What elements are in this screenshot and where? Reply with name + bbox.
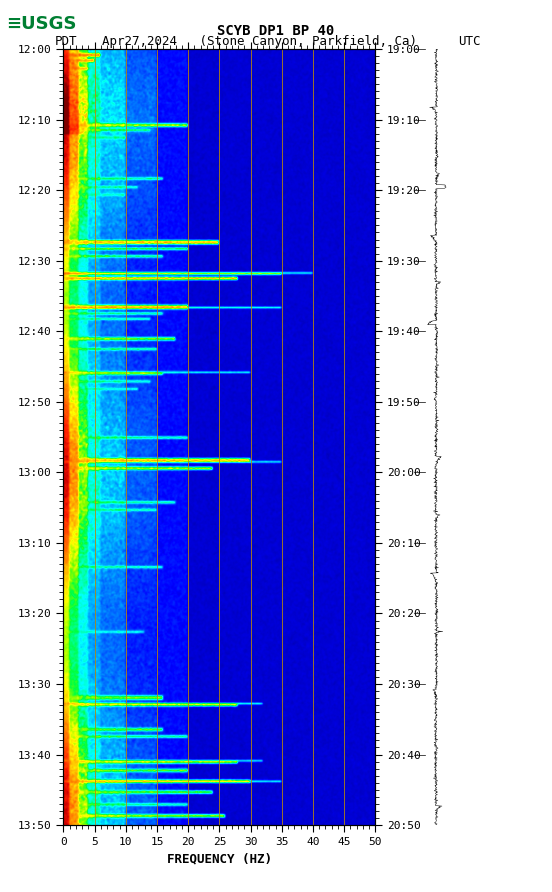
Text: ≡USGS: ≡USGS <box>7 15 77 33</box>
Text: SCYB DP1 BP 40: SCYB DP1 BP 40 <box>217 24 335 38</box>
X-axis label: FREQUENCY (HZ): FREQUENCY (HZ) <box>167 853 272 865</box>
Text: UTC: UTC <box>458 35 480 48</box>
Text: PDT: PDT <box>55 35 78 48</box>
Text: Apr27,2024   (Stone Canyon, Parkfield, Ca): Apr27,2024 (Stone Canyon, Parkfield, Ca) <box>102 35 417 48</box>
